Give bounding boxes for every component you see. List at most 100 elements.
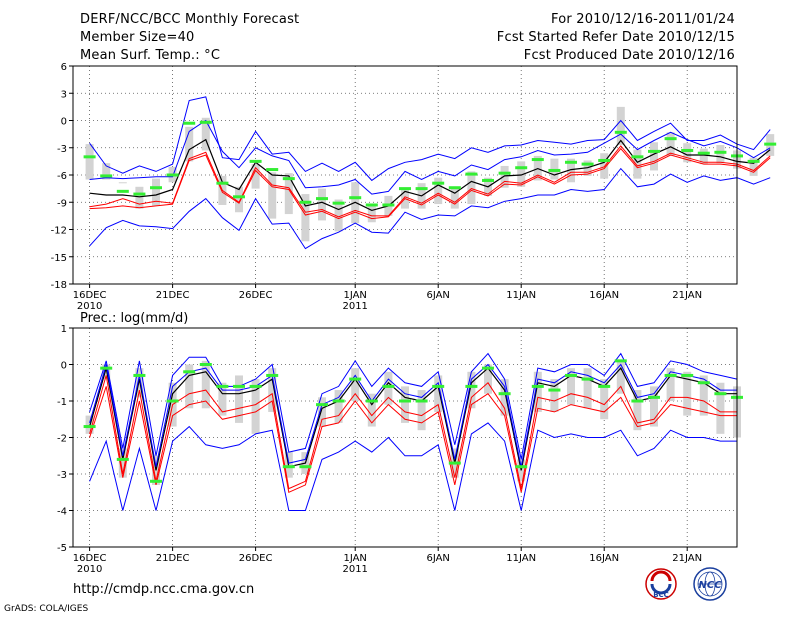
ensemble-marker: [764, 142, 777, 146]
spread-bar: [401, 386, 409, 423]
ensemble-marker: [349, 196, 362, 200]
y-tick-label: -5: [57, 543, 67, 554]
spread-bar: [301, 194, 310, 242]
ensemble-marker: [365, 203, 378, 207]
spread-bar: [500, 165, 509, 188]
spread-bar: [533, 371, 542, 412]
spread-bar: [185, 364, 194, 409]
ensemble-marker: [664, 373, 677, 377]
ensemble-marker: [382, 203, 395, 207]
ensemble-marker: [399, 399, 411, 403]
x-tick-label: 11JAN: [506, 290, 536, 301]
series-line-ensemble-mean: [89, 367, 737, 471]
x-year-label: 2011: [342, 564, 367, 575]
spread-bar: [135, 186, 144, 209]
spread-bar: [550, 379, 559, 412]
ensemble-marker: [432, 384, 445, 388]
ensemble-marker: [382, 384, 395, 388]
ncc-logo-text: NCC: [698, 580, 722, 591]
spread-bar: [650, 142, 658, 171]
ensemble-marker: [116, 457, 129, 461]
spread-bar: [633, 149, 642, 179]
ensemble-marker: [282, 465, 295, 469]
temperature-panel: 6 3 0 -3 -6 -9 -12 -15 -18 16DEC 21DEC 26DEC 1JAN 6JA…: [51, 62, 777, 312]
ensemble-marker: [166, 399, 179, 403]
series-line-observed: [89, 375, 737, 490]
spread-bar: [118, 448, 127, 478]
y-tick-label: -3: [57, 144, 67, 155]
spread-bar: [351, 368, 360, 401]
y-tick-label: -15: [51, 253, 67, 264]
ensemble-marker: [116, 189, 129, 193]
y-tick-label: 1: [61, 324, 67, 335]
ensemble-marker: [299, 200, 312, 204]
x-tick-label: 21DEC: [156, 553, 190, 564]
ensemble-marker: [332, 201, 345, 205]
ensemble-marker: [100, 366, 113, 370]
website-url[interactable]: http://cmdp.ncc.cma.gov.cn: [73, 582, 255, 597]
ensemble-marker: [598, 384, 611, 388]
ensemble-marker: [614, 130, 627, 134]
x-tick-label: 11JAN: [506, 553, 536, 564]
ensemble-marker: [697, 381, 710, 385]
ensemble-marker: [316, 197, 328, 201]
ensemble-marker: [183, 370, 196, 374]
ensemble-marker: [415, 399, 428, 403]
ensemble-marker: [249, 384, 262, 388]
ensemble-marker: [183, 121, 196, 125]
spread-bar: [152, 178, 160, 206]
spread-bar: [683, 143, 692, 163]
x-tick-label: 26DEC: [239, 553, 273, 564]
ensemble-marker: [448, 186, 461, 190]
spread-bar: [666, 368, 675, 401]
spread-bar: [583, 368, 592, 409]
y-tick-label: 0: [61, 117, 67, 128]
series-line-envelope-high: [89, 363, 737, 467]
ensemble-marker: [482, 178, 494, 182]
x-tick-label: 16JAN: [589, 290, 619, 301]
ensemble-marker: [465, 172, 478, 176]
spread-bar: [185, 126, 194, 162]
ensemble-marker: [349, 377, 362, 381]
forecast-period: For 2010/12/16-2011/01/24: [551, 12, 735, 27]
spread-bar: [367, 393, 376, 427]
spread-bar: [384, 371, 393, 405]
spread-bar: [334, 390, 343, 423]
ensemble-marker: [465, 384, 478, 388]
x-tick-label: 6JAN: [426, 290, 449, 301]
spread-bar: [251, 164, 260, 189]
ensemble-marker: [233, 384, 245, 388]
spread-bar: [517, 161, 526, 187]
ensemble-marker: [498, 171, 511, 175]
chart-title: DERF/NCC/BCC Monthly Forecast: [80, 12, 300, 27]
x-year-label: 2010: [77, 564, 102, 575]
ensemble-marker: [83, 155, 96, 159]
ensemble-marker: [150, 479, 162, 483]
spread-bar: [318, 397, 326, 427]
precipitation-panel-label: Prec.: log(mm/d): [80, 311, 189, 326]
ensemble-marker: [548, 388, 561, 392]
bcc-logo-text: BCC: [653, 591, 669, 599]
spread-bar: [633, 390, 642, 431]
spread-bar: [716, 382, 725, 434]
ensemble-marker: [515, 465, 528, 469]
series-line-outer-max: [89, 352, 738, 460]
temperature-panel-label: Mean Surf. Temp.: °C: [80, 48, 221, 63]
ensemble-marker: [199, 120, 212, 124]
spread-bar: [650, 386, 658, 427]
x-tick-label: 1JAN: [343, 290, 366, 301]
ensemble-marker: [531, 158, 544, 162]
bcc-logo: BCC: [645, 568, 677, 600]
ensemble-marker: [581, 377, 594, 381]
y-tick-label: -6: [57, 171, 67, 182]
spread-bar: [268, 368, 277, 412]
ensemble-marker: [216, 181, 229, 185]
spread-bar: [118, 182, 127, 184]
spread-bar: [85, 144, 94, 180]
spread-bar: [102, 163, 111, 180]
series-line-envelope-low: [89, 386, 737, 494]
ensemble-marker: [614, 359, 627, 363]
spread-bar: [600, 379, 609, 420]
y-tick-label: -2: [57, 434, 67, 445]
